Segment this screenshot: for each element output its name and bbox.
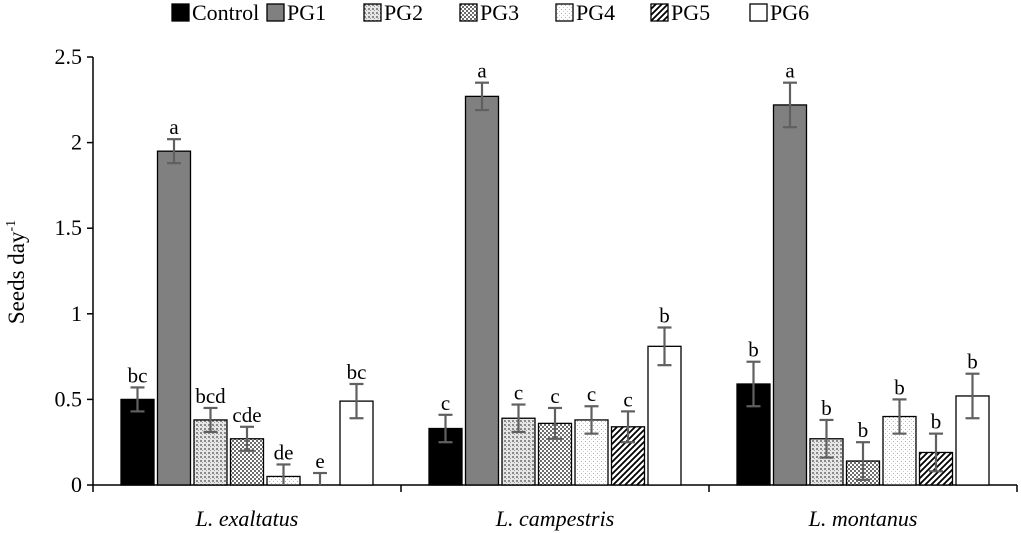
x-category-label-l-montanus: L. montanus <box>808 506 918 531</box>
x-axis: L. exaltatus L. campestris L. montanus <box>92 484 1018 531</box>
sig-label-pg1-l-montanus: a <box>785 59 795 83</box>
error-bar-pg3-l-campestris <box>548 406 562 440</box>
error-bar-control-l-exaltatus <box>130 386 145 413</box>
sig-label-control-l-campestris: c <box>441 391 450 415</box>
error-bar-pg2-l-campestris <box>511 403 526 434</box>
y-tick-label: 0.5 <box>55 386 83 411</box>
sig-label-pg6-l-montanus: b <box>967 350 978 374</box>
legend-swatch-control <box>171 3 190 22</box>
y-tick-label: 1 <box>71 301 82 326</box>
error-bar-pg4-l-montanus <box>892 398 907 435</box>
error-bar-pg4-l-exaltatus <box>276 463 291 485</box>
error-bar-pg5-l-campestris <box>621 410 635 444</box>
legend-label-control: Control <box>192 0 259 25</box>
bars <box>120 95 990 486</box>
legend-label-pg6: PG6 <box>770 0 809 25</box>
y-tick-label: 1.5 <box>55 215 83 240</box>
legend-label-pg2: PG2 <box>384 0 423 25</box>
error-bar-pg1-l-campestris <box>475 81 489 112</box>
sig-label-pg3-l-montanus: b <box>858 418 869 442</box>
legend-swatch-pg1 <box>266 3 285 22</box>
error-bar-pg2-l-exaltatus <box>203 406 218 434</box>
error-bar-pg6-l-montanus <box>965 372 980 420</box>
sig-label-pg3-l-exaltatus: cde <box>232 403 261 427</box>
legend-label-pg1: PG1 <box>287 0 326 25</box>
error-bar-pg4-l-campestris <box>584 405 599 435</box>
sig-label-pg3-l-campestris: c <box>550 384 559 408</box>
error-bar-pg1-l-exaltatus <box>167 138 181 165</box>
y-tick-label: 0 <box>71 472 82 497</box>
bar-control-l-exaltatus <box>120 398 155 486</box>
y-axis-title-superscript: -1 <box>4 220 19 232</box>
error-bar-pg6-l-campestris <box>657 326 672 367</box>
legend-swatch-pg4 <box>555 3 574 22</box>
legend-swatch-pg6 <box>749 3 768 22</box>
error-bar-control-l-montanus <box>746 360 761 408</box>
legend: Control PG1 PG2 PG3 PG4 PG5 PG6 <box>171 0 809 25</box>
sig-label-control-l-montanus: b <box>748 338 759 362</box>
legend-swatch-pg3 <box>459 3 478 22</box>
y-axis: 0 0.5 1 1.5 2 2.5 <box>55 44 94 497</box>
sig-label-control-l-exaltatus: bc <box>128 363 148 387</box>
sig-label-pg5-l-montanus: b <box>931 410 942 434</box>
bar-pg1-l-montanus <box>772 104 808 486</box>
x-category-label-l-campestris: L. campestris <box>495 506 615 531</box>
error-bar-control-l-campestris <box>438 413 453 444</box>
error-bar-pg5-l-exaltatus <box>313 471 327 485</box>
legend-item-pg1: PG1 <box>266 0 326 25</box>
error-bar-pg1-l-montanus <box>783 81 797 129</box>
bar-pg1-l-exaltatus <box>156 150 192 486</box>
error-bar-pg5-l-montanus <box>929 432 943 473</box>
error-bars <box>130 81 980 485</box>
sig-label-pg4-l-campestris: c <box>587 382 596 406</box>
error-bar-pg6-l-exaltatus <box>349 382 364 420</box>
y-tick-label: 2 <box>71 130 82 155</box>
y-axis-title: Seeds day-1 <box>4 220 29 324</box>
sig-label-pg6-l-campestris: b <box>659 303 670 327</box>
sig-label-pg2-l-montanus: b <box>821 396 832 420</box>
legend-swatch-pg2 <box>363 3 382 22</box>
legend-item-pg3: PG3 <box>459 0 519 25</box>
sig-label-pg1-l-campestris: a <box>477 59 487 83</box>
y-axis-title-text: Seeds day <box>4 231 29 324</box>
legend-label-pg4: PG4 <box>576 0 615 25</box>
sig-label-pg2-l-campestris: c <box>514 381 523 405</box>
legend-item-control: Control <box>171 0 259 25</box>
legend-swatch-pg5 <box>650 3 669 22</box>
sig-label-pg5-l-campestris: c <box>623 387 632 411</box>
x-category-label-l-exaltatus: L. exaltatus <box>195 506 299 531</box>
legend-item-pg5: PG5 <box>650 0 710 25</box>
sig-label-pg5-l-exaltatus: e <box>315 449 324 473</box>
legend-label-pg3: PG3 <box>480 0 519 25</box>
sig-label-pg1-l-exaltatus: a <box>169 115 179 139</box>
sig-label-pg2-l-exaltatus: bcd <box>195 384 226 408</box>
error-bar-pg3-l-exaltatus <box>240 425 254 452</box>
error-bar-pg2-l-montanus <box>819 418 834 459</box>
legend-item-pg2: PG2 <box>363 0 423 25</box>
legend-item-pg4: PG4 <box>555 0 615 25</box>
bar-pg6-l-campestris <box>647 345 682 486</box>
bar-pg1-l-campestris <box>464 95 500 486</box>
legend-item-pg6: PG6 <box>749 0 809 25</box>
sig-label-pg4-l-exaltatus: de <box>274 440 294 464</box>
y-tick-label: 2.5 <box>55 44 83 69</box>
sig-label-pg6-l-exaltatus: bc <box>347 360 367 384</box>
error-bar-pg3-l-montanus <box>856 441 870 481</box>
legend-label-pg5: PG5 <box>671 0 710 25</box>
sig-label-pg4-l-montanus: b <box>894 375 905 399</box>
